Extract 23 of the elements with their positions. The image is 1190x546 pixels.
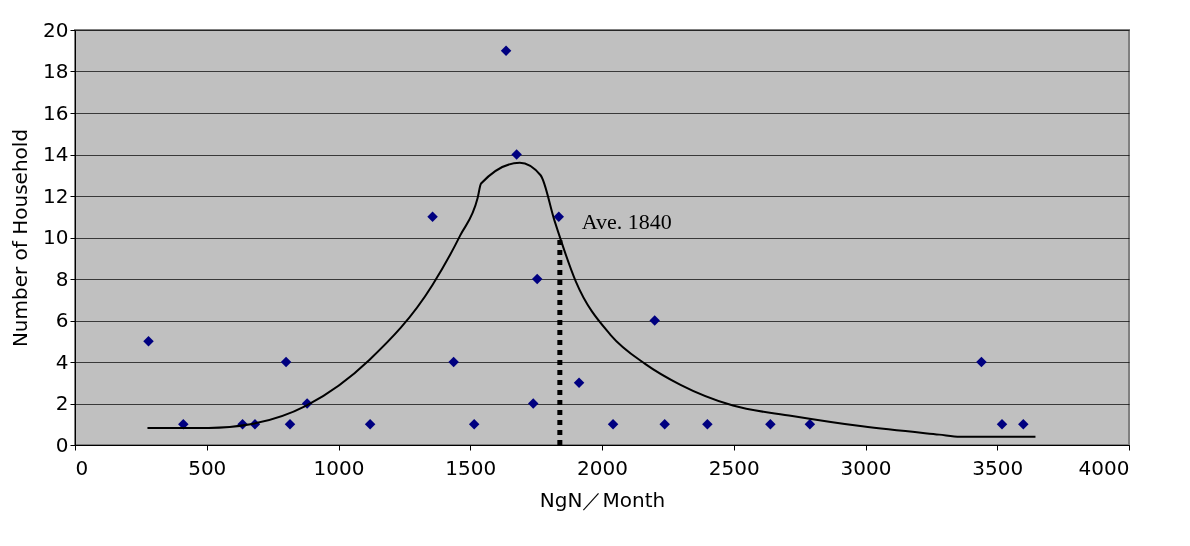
- y-tick-label: 18: [43, 59, 69, 83]
- y-tick-label: 20: [43, 17, 69, 42]
- y-tick-label: 8: [55, 266, 69, 291]
- y-axis-title: Number of Household: [8, 128, 33, 348]
- x-tick-label: 3000: [840, 455, 892, 480]
- y-tick-label: 16: [43, 100, 69, 125]
- y-tick-label: 12: [43, 183, 69, 208]
- x-tick-label: 2500: [708, 455, 760, 480]
- x-tick-label: 500: [188, 455, 227, 480]
- x-tick-label: 2000: [577, 455, 628, 480]
- x-tick-label: 0: [75, 455, 89, 480]
- y-tick-label: 2: [55, 391, 69, 415]
- ref-line-label: Ave. 1840: [581, 208, 672, 234]
- x-tick-label: 1000: [313, 455, 365, 480]
- x-tick-label: 1500: [445, 455, 497, 480]
- y-tick-label: 4: [55, 349, 69, 374]
- y-tick-label: 6: [55, 308, 69, 332]
- x-axis-title: NgN／Month: [539, 487, 666, 512]
- y-tick-label: 14: [43, 142, 69, 166]
- x-tick-label: 4000: [1078, 455, 1130, 480]
- x-tick-label: 3500: [972, 455, 1024, 480]
- y-tick-label: 10: [43, 225, 69, 249]
- y-tick-label: 0: [55, 432, 69, 457]
